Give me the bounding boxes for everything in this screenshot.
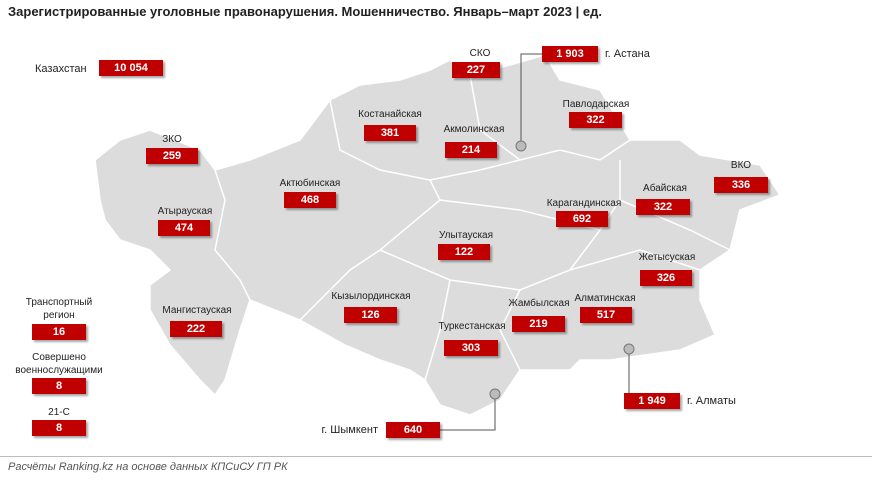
region-name: ЗКО: [162, 134, 182, 145]
country-shape: [94, 54, 782, 416]
value-box: 1 949: [624, 393, 680, 409]
value-box: 214: [445, 142, 497, 158]
region-name: Костанайская: [358, 109, 422, 120]
value-box: 259: [146, 148, 198, 164]
region-name: Актюбинская: [279, 178, 341, 189]
value-box: 126: [344, 307, 397, 323]
connector: [440, 394, 496, 431]
connector: [520, 53, 542, 146]
region-name: Карагандинская: [546, 198, 622, 209]
value-box: 326: [640, 270, 692, 286]
region-name: г. Алматы: [687, 395, 736, 407]
region-name: Туркестанская: [438, 321, 506, 332]
source: Расчёты Ranking.kz на основе данных КПСи…: [8, 461, 288, 473]
region-name: Казахстан: [35, 63, 87, 75]
value-box: 8: [32, 378, 86, 394]
region-name: г. Шымкент: [321, 424, 379, 436]
value-box: 227: [452, 62, 500, 78]
region-name: Совершено военнослужащими: [15, 352, 103, 376]
value-box: 336: [714, 177, 768, 193]
region-name: 21-С: [48, 407, 70, 418]
region-name: Акмолинская: [443, 124, 505, 135]
value-box: 322: [636, 199, 690, 215]
value-box: 517: [580, 307, 632, 323]
region-name: Мангистауская: [162, 305, 232, 316]
value-box: 303: [444, 340, 498, 356]
region-name: Транспортный регион: [25, 297, 93, 321]
value-box: 381: [364, 125, 416, 141]
value-box: 322: [569, 112, 622, 128]
city-dot: [489, 388, 501, 400]
value-box: 122: [438, 244, 490, 260]
divider: [0, 456, 872, 457]
region-name: Абайская: [643, 183, 687, 194]
title: Зарегистрированные уголовные правонаруше…: [8, 4, 602, 19]
value-box: 16: [32, 324, 86, 340]
value-box: 219: [512, 316, 565, 332]
value-box: 474: [158, 220, 210, 236]
region-name: Жамбылская: [508, 298, 570, 309]
value-box: 222: [170, 321, 222, 337]
region-name: г. Астана: [605, 48, 650, 60]
region-name: Кызылординская: [331, 291, 411, 302]
value-box: 640: [386, 422, 440, 438]
city-dot: [623, 343, 635, 355]
value-box: 8: [32, 420, 86, 436]
region-name: Улытауская: [438, 230, 494, 241]
value-box: 1 903: [542, 46, 598, 62]
value-box: 692: [556, 211, 608, 227]
region-name: Алматинская: [574, 293, 636, 304]
value-box: 468: [284, 192, 336, 208]
region-name: Павлодарская: [562, 99, 630, 110]
value-box: 10 054: [99, 60, 163, 76]
region-name: СКО: [469, 48, 491, 59]
city-dot: [515, 140, 527, 152]
region-name: ВКО: [730, 160, 752, 171]
region-name: Атырауская: [157, 206, 213, 217]
region-name: Жетысуская: [638, 252, 696, 263]
